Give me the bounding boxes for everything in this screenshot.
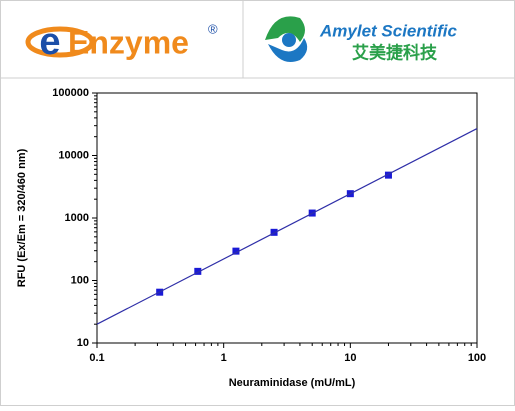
right-logo: Amylet Scientific 艾美捷科技 (265, 16, 458, 62)
x-axis-label: Neuraminidase (mU/mL) (229, 377, 356, 389)
data-point (270, 228, 278, 236)
y-tick-label: 100 (71, 274, 89, 286)
y-tick-label: 100000 (52, 87, 89, 99)
logo-reg: ® (208, 21, 218, 36)
logo-mark: e (39, 21, 60, 63)
data-point (384, 171, 392, 179)
x-tick-label: 1 (221, 352, 227, 364)
fit-line (96, 128, 478, 325)
logo-swoosh (25, 26, 95, 58)
y-tick-label: 10000 (58, 149, 89, 161)
x-tick-label: 10 (344, 352, 356, 364)
y-tick-label: 10 (77, 337, 89, 349)
logo-icon (265, 16, 305, 42)
y-axis-label: RFU (Ex/Em = 320/460 nm) (16, 148, 28, 287)
logo-icon (282, 33, 296, 47)
logo-name: Amylet Scientific (319, 21, 458, 40)
data-point (194, 267, 202, 275)
logo-name-cn: 艾美捷科技 (352, 42, 438, 62)
data-point (232, 247, 240, 255)
y-tick-label: 1000 (65, 212, 89, 224)
left-logo: e Enzyme ® (25, 21, 218, 63)
logo-name: Enzyme (68, 24, 189, 60)
logo-icon (268, 38, 308, 62)
x-tick-label: 100 (468, 352, 486, 364)
x-tick-label: 0.1 (89, 352, 104, 364)
